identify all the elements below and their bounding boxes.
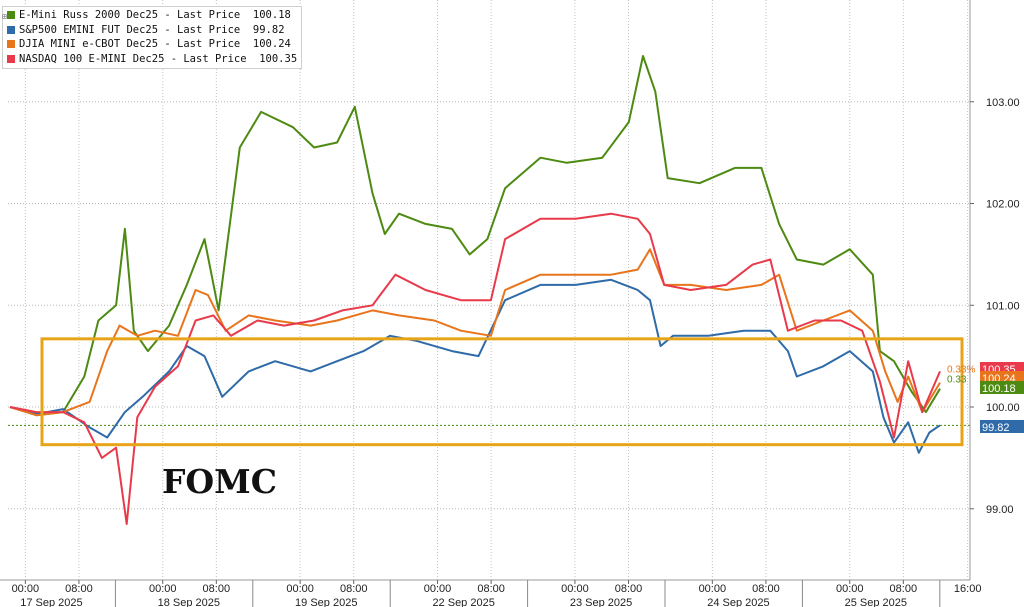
legend-value: 100.35 — [259, 52, 298, 65]
x-tick-label: 08:00 — [340, 583, 368, 595]
highlight-box — [40, 337, 964, 447]
price-tag-label: 100.18 — [982, 383, 1016, 395]
y-tick-label: 101.00 — [986, 300, 1020, 312]
legend-item[interactable]: S&P500 EMINI FUT Dec25 - Last Price 99.8… — [7, 23, 297, 38]
legend-swatch — [7, 40, 15, 49]
x-day-label: 23 Sep 2025 — [570, 597, 632, 607]
legend-label: E-Mini Russ 2000 Dec25 - Last Price — [19, 9, 253, 21]
pct-label: 0.33% — [947, 364, 975, 375]
x-tick-label: 00:00 — [12, 583, 40, 595]
pct-label: 0.33 — [947, 375, 967, 386]
legend-item[interactable]: E-Mini Russ 2000 Dec25 - Last Price 100.… — [7, 8, 297, 23]
price-tag — [980, 371, 1024, 384]
x-tick-label: 08:00 — [203, 583, 231, 595]
x-day-label: 17 Sep 2025 — [20, 597, 82, 607]
y-tick-label: 103.00 — [986, 97, 1020, 109]
x-tick-label: 00:00 — [699, 583, 727, 595]
x-tick-label: 00:00 — [149, 583, 177, 595]
legend-label: S&P500 EMINI FUT Dec25 - Last Price — [19, 23, 253, 36]
legend-label: NASDAQ 100 E-MINI Dec25 - Last Price — [19, 52, 260, 65]
x-day-label: 22 Sep 2025 — [432, 597, 494, 607]
legend[interactable]: ⊞ E-Mini Russ 2000 Dec25 - Last Price 10… — [2, 6, 303, 69]
fomc-label: FOMC — [162, 462, 277, 501]
legend-item[interactable]: DJIA MINI e-CBOT Dec25 - Last Price 100.… — [7, 37, 297, 52]
price-tag-label: 99.82 — [982, 422, 1010, 434]
x-day-label: 25 Sep 2025 — [845, 597, 907, 607]
y-tick-label: 102.00 — [986, 199, 1020, 211]
legend-swatch — [7, 25, 15, 34]
x-day-label: 19 Sep 2025 — [295, 597, 357, 607]
y-tick-label: 99.00 — [986, 504, 1014, 516]
x-tick-label: 08:00 — [477, 583, 505, 595]
x-tick-label: 08:00 — [890, 583, 918, 595]
legend-swatch — [7, 11, 15, 20]
legend-label: DJIA MINI e-CBOT Dec25 - Last Price — [19, 38, 253, 50]
x-tick-label: 16:00 — [954, 583, 982, 595]
x-tick-label: 08:00 — [752, 583, 780, 595]
x-tick-label: 08:00 — [615, 583, 643, 595]
legend-collapse-icon[interactable]: ⊞ — [2, 12, 7, 21]
x-day-label: 18 Sep 2025 — [158, 597, 220, 607]
price-tag — [980, 420, 1024, 433]
x-tick-label: 08:00 — [65, 583, 93, 595]
series-line — [9, 212, 941, 525]
x-tick-label: 00:00 — [561, 583, 589, 595]
legend-value: 100.18 — [252, 9, 291, 21]
legend-item[interactable]: NASDAQ 100 E-MINI Dec25 - Last Price 100… — [7, 52, 297, 67]
legend-value: 100.24 — [252, 38, 291, 50]
legend-value: 99.82 — [252, 23, 285, 36]
price-tag — [980, 381, 1024, 394]
legend-swatch — [7, 54, 15, 63]
x-day-label: 24 Sep 2025 — [707, 597, 769, 607]
x-tick-label: 00:00 — [424, 583, 452, 595]
x-tick-label: 00:00 — [286, 583, 314, 595]
x-tick-label: 00:00 — [836, 583, 864, 595]
y-tick-label: 100.00 — [986, 402, 1020, 414]
series-line — [9, 248, 941, 417]
series-line — [9, 55, 941, 417]
series-line — [9, 278, 941, 454]
